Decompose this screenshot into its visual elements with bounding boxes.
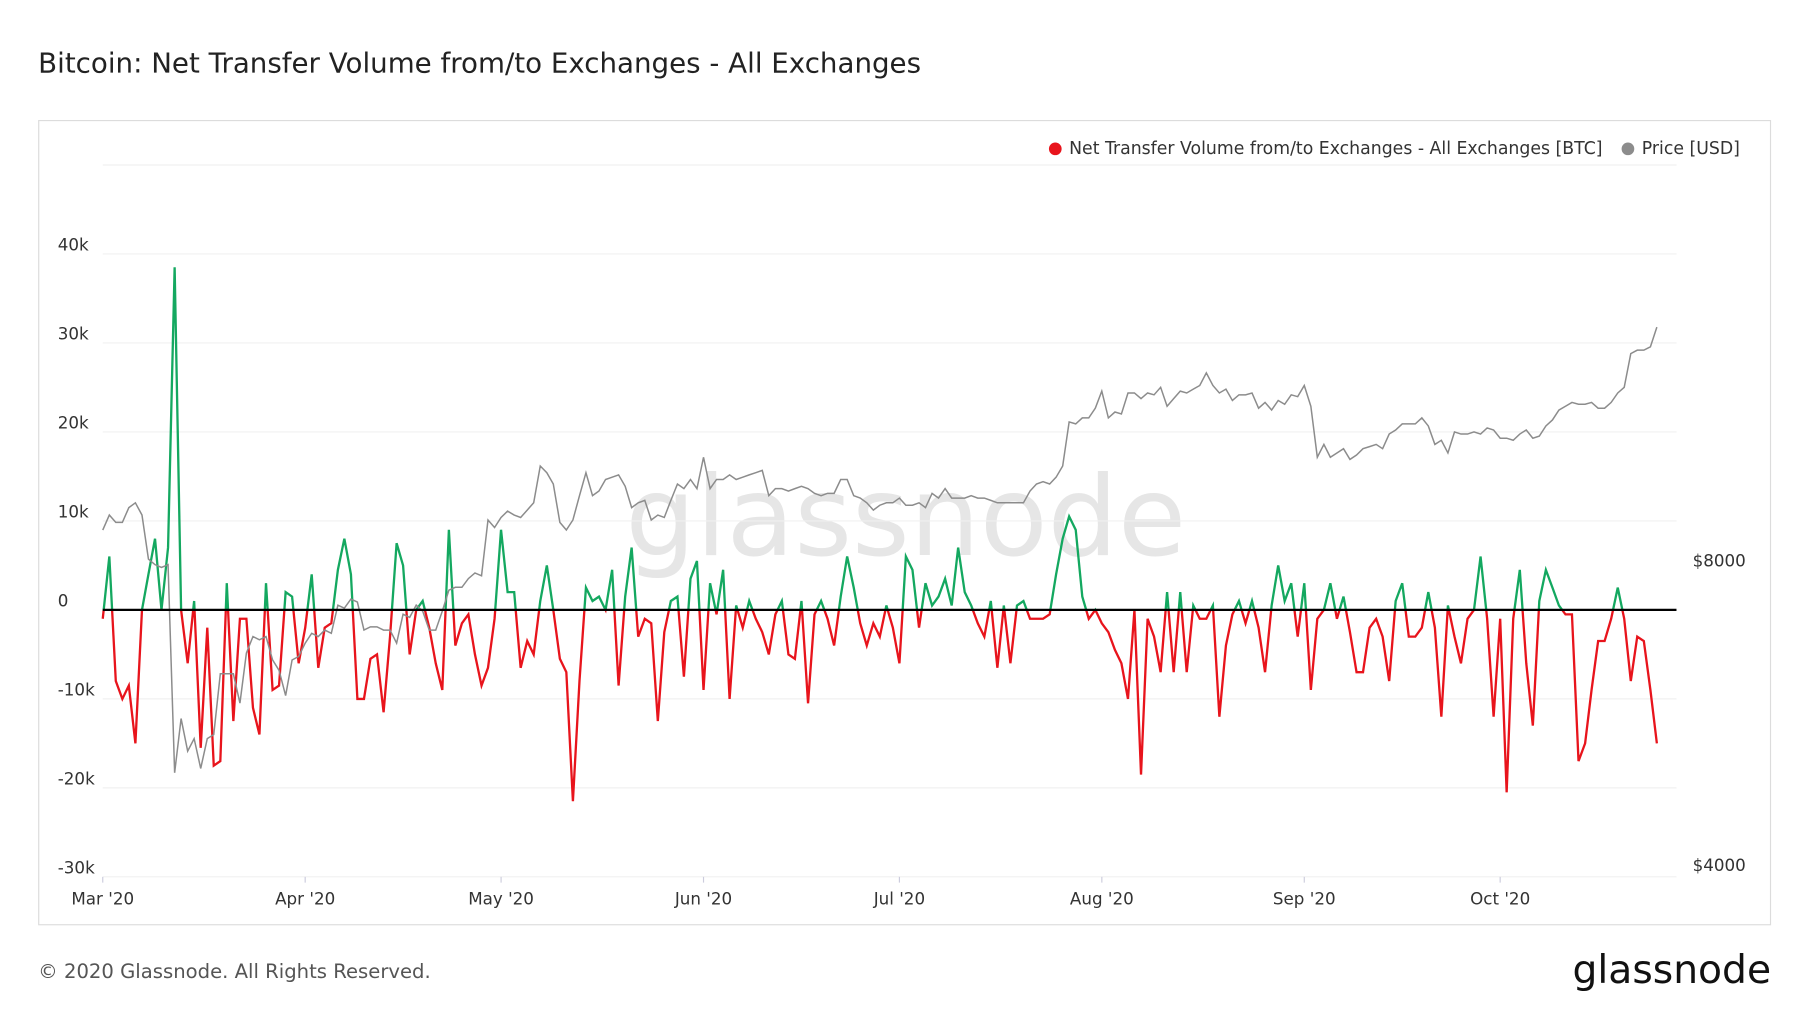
y-tick-label: 30k — [58, 323, 89, 343]
y-tick-label: 0 — [58, 590, 69, 610]
y-tick-label: 40k — [58, 234, 89, 254]
x-tick-label: Aug '20 — [1070, 888, 1134, 908]
logo: glassnode — [1573, 948, 1772, 993]
y2-tick-label: $8000 — [1693, 550, 1746, 570]
y-tick-label: -20k — [58, 768, 95, 788]
legend-marker — [1048, 142, 1062, 156]
y-tick-label: 20k — [58, 412, 89, 432]
y2-tick-label: $4000 — [1693, 855, 1746, 875]
x-tick-label: May '20 — [468, 888, 534, 908]
legend-label: Price [USD] — [1642, 139, 1740, 159]
x-tick-label: Jul '20 — [873, 888, 925, 908]
net-volume-line-negative — [101, 609, 1659, 802]
x-tick-label: Oct '20 — [1470, 888, 1530, 908]
x-tick-label: Sep '20 — [1273, 888, 1336, 908]
chart-title: Bitcoin: Net Transfer Volume from/to Exc… — [38, 47, 921, 80]
y-tick-label: -10k — [58, 679, 95, 699]
price-line — [102, 326, 1658, 773]
x-tick-label: Jun '20 — [674, 888, 732, 908]
x-tick-label: Mar '20 — [71, 888, 134, 908]
footer: © 2020 Glassnode. All Rights Reserved. — [38, 960, 431, 983]
chart-frame — [38, 119, 1772, 926]
legend-marker — [1621, 142, 1635, 156]
x-tick-label: Apr '20 — [275, 888, 335, 908]
legend-label: Net Transfer Volume from/to Exchanges - … — [1069, 139, 1602, 159]
y-tick-label: -30k — [58, 857, 95, 877]
net-volume-line-positive — [102, 267, 1624, 610]
y-tick-label: 10k — [58, 501, 89, 521]
